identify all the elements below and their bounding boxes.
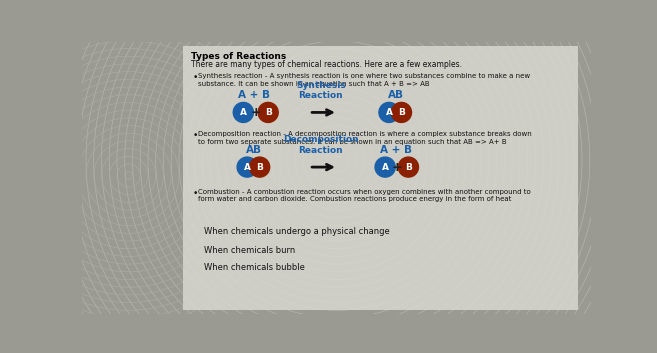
Text: +: + bbox=[250, 106, 261, 119]
Circle shape bbox=[233, 102, 254, 122]
Text: B: B bbox=[256, 163, 263, 172]
Text: Synthesis reaction - A synthesis reaction is one where two substances combine to: Synthesis reaction - A synthesis reactio… bbox=[198, 73, 530, 87]
Circle shape bbox=[258, 102, 278, 122]
Text: •: • bbox=[193, 131, 198, 140]
Text: Decomposition reaction - A decomposition reaction is where a complex substance b: Decomposition reaction - A decomposition… bbox=[198, 131, 532, 145]
Text: A + B: A + B bbox=[238, 90, 270, 100]
Text: When chemicals burn: When chemicals burn bbox=[204, 246, 295, 255]
Text: A: A bbox=[382, 163, 389, 172]
Text: A + B: A + B bbox=[380, 145, 412, 155]
Circle shape bbox=[375, 157, 396, 177]
Text: AB: AB bbox=[388, 90, 404, 100]
Text: •: • bbox=[193, 73, 198, 82]
Circle shape bbox=[250, 157, 269, 177]
Text: When chemicals bubble: When chemicals bubble bbox=[204, 263, 305, 273]
Text: Decomposition
Reaction: Decomposition Reaction bbox=[283, 136, 359, 155]
Text: A: A bbox=[240, 108, 247, 117]
Text: When chemicals undergo a physical change: When chemicals undergo a physical change bbox=[204, 227, 390, 236]
Text: AB: AB bbox=[246, 145, 262, 155]
Circle shape bbox=[237, 157, 258, 177]
Circle shape bbox=[398, 157, 419, 177]
Circle shape bbox=[379, 102, 399, 122]
Text: B: B bbox=[405, 163, 412, 172]
Text: +: + bbox=[392, 161, 402, 174]
Text: Types of Reactions: Types of Reactions bbox=[191, 52, 286, 61]
FancyBboxPatch shape bbox=[183, 46, 578, 310]
Text: Combustion - A combustion reaction occurs when oxygen combines with another comp: Combustion - A combustion reaction occur… bbox=[198, 189, 531, 202]
Text: •: • bbox=[193, 189, 198, 198]
Text: B: B bbox=[265, 108, 271, 117]
Text: There are many types of chemical reactions. Here are a few examples.: There are many types of chemical reactio… bbox=[191, 60, 462, 69]
Text: A: A bbox=[244, 163, 251, 172]
Text: A: A bbox=[386, 108, 392, 117]
Text: Synthesis
Reaction: Synthesis Reaction bbox=[296, 81, 346, 100]
Circle shape bbox=[392, 102, 411, 122]
Text: B: B bbox=[398, 108, 405, 117]
